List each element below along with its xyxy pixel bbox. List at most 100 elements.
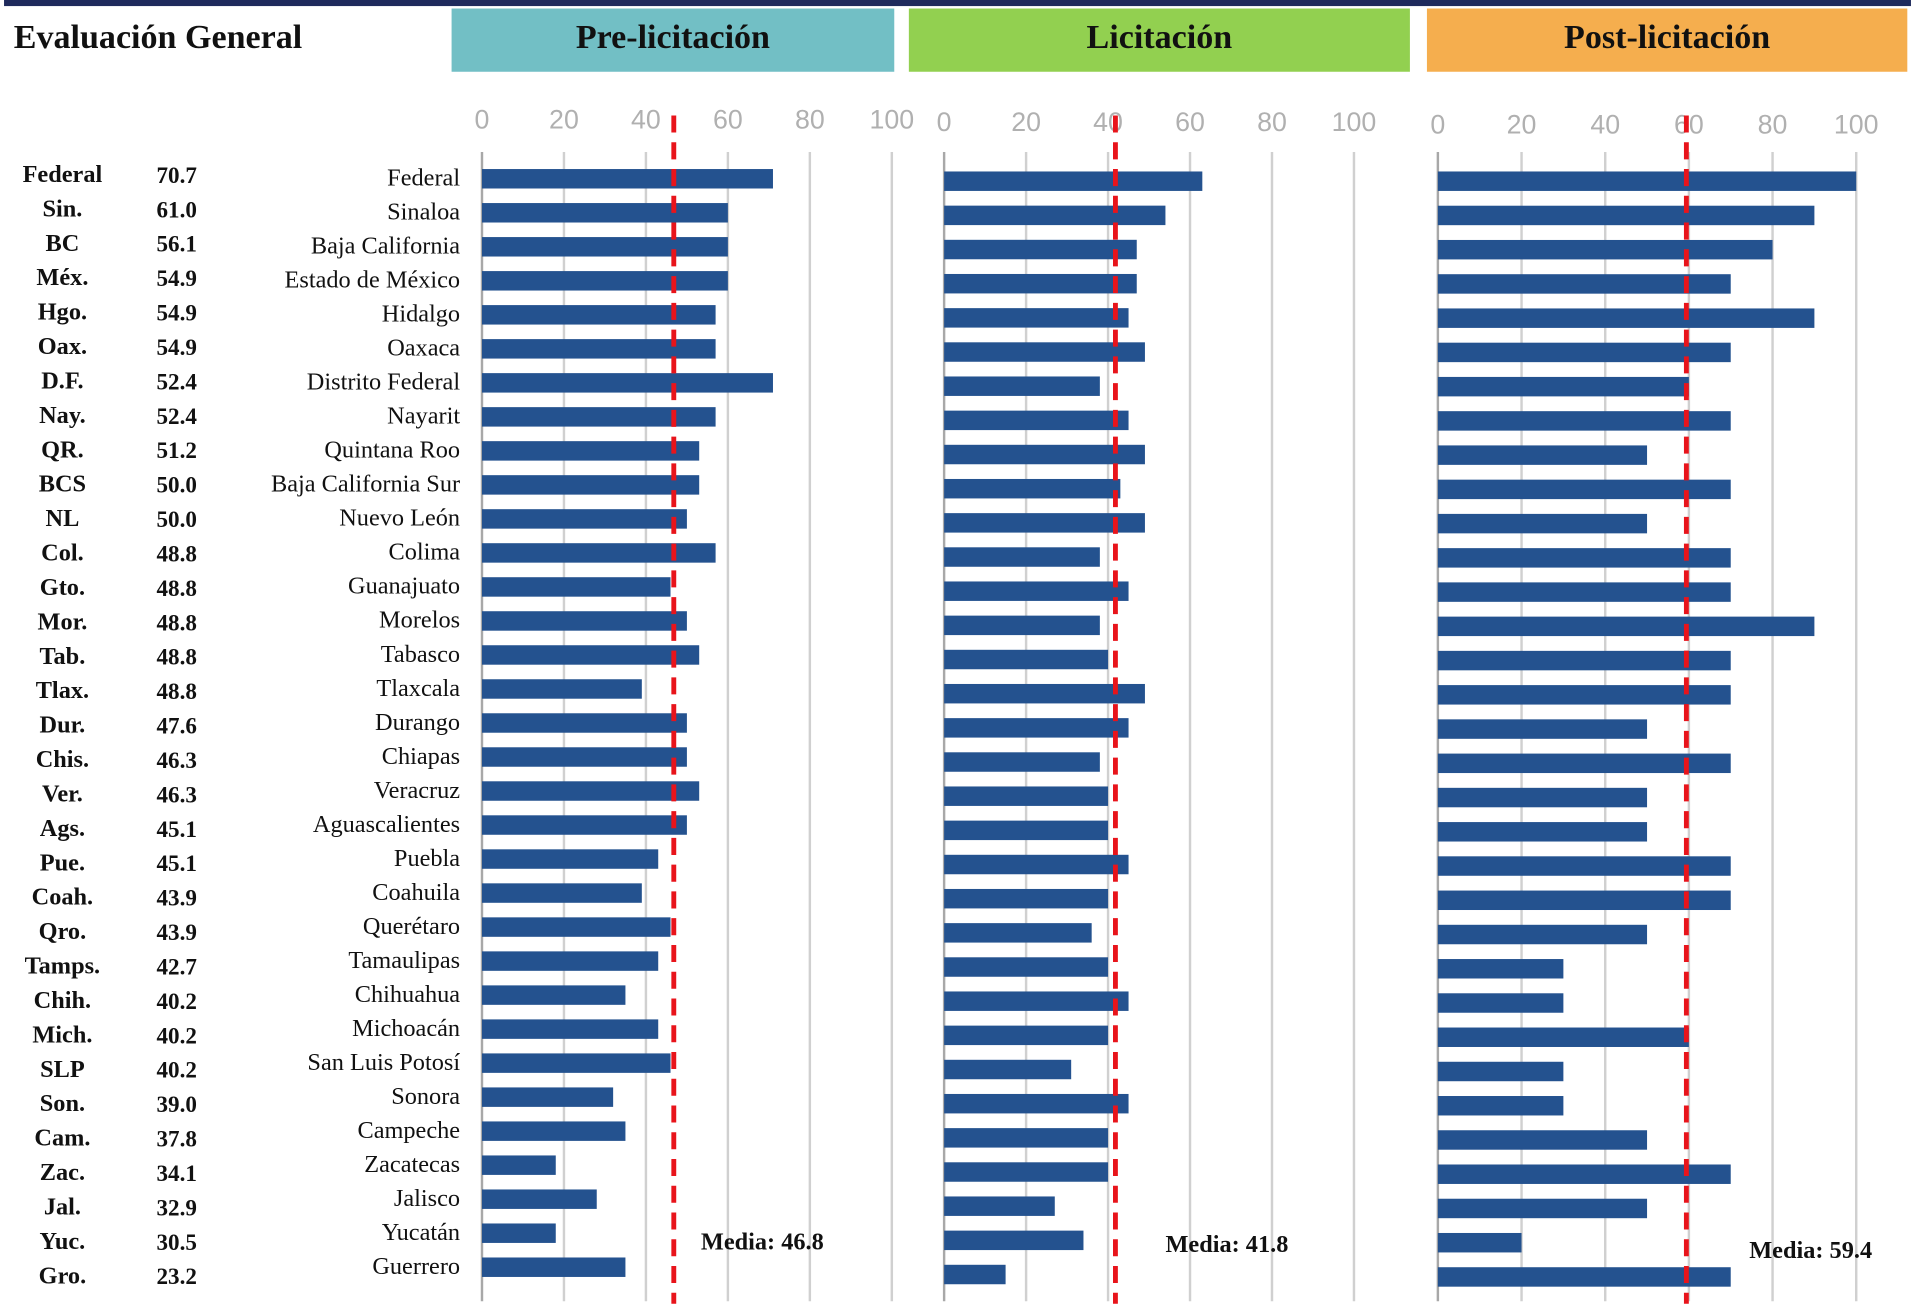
bar <box>481 407 716 427</box>
row-label: Dur. <box>40 712 86 739</box>
bar <box>944 820 1109 841</box>
x-tick-label: 20 <box>1011 107 1041 137</box>
bar <box>944 581 1129 601</box>
row-label: Chih. <box>34 987 91 1014</box>
row-score: 50.0 <box>157 472 197 498</box>
bar <box>944 1230 1084 1251</box>
x-tick-label: 0 <box>475 105 490 135</box>
row-label: Hgo. <box>38 299 87 326</box>
bar <box>944 1196 1055 1216</box>
row-score: 32.9 <box>157 1194 197 1220</box>
category-label: Federal <box>387 165 460 192</box>
x-tick-label: 60 <box>1674 110 1704 140</box>
row-score: 30.5 <box>157 1229 197 1255</box>
bar <box>1437 1164 1731 1184</box>
row-label: Sin. <box>42 195 82 222</box>
category-label: Puebla <box>394 845 460 872</box>
row-score: 48.8 <box>157 644 197 670</box>
x-tick-label: 80 <box>1257 107 1287 137</box>
bar <box>481 1223 556 1243</box>
bar <box>944 376 1100 396</box>
bar <box>481 1257 626 1277</box>
row-label: D.F. <box>41 367 83 394</box>
bar <box>1437 1232 1522 1253</box>
category-label: Baja California <box>311 233 460 260</box>
row-score: 48.8 <box>157 609 197 635</box>
bar <box>1437 753 1731 774</box>
bar <box>481 713 687 733</box>
bar <box>1437 308 1815 328</box>
bar <box>944 615 1100 636</box>
category-label: Colima <box>389 539 461 566</box>
bar <box>481 339 716 359</box>
category-label: Jalisco <box>394 1185 460 1212</box>
x-tick-label: 0 <box>937 107 952 137</box>
bar <box>481 747 687 767</box>
bar <box>1437 616 1815 637</box>
row-score: 51.2 <box>157 437 197 463</box>
bar <box>944 444 1145 465</box>
bar <box>481 781 700 801</box>
category-label: Morelos <box>379 607 460 634</box>
bar <box>1437 1130 1648 1150</box>
top-rule <box>4 0 1911 7</box>
category-label: Baja California Sur <box>271 471 460 498</box>
bar <box>1437 1061 1564 1082</box>
bar <box>481 1155 556 1175</box>
row-score: 46.3 <box>157 747 197 773</box>
bar <box>944 991 1129 1011</box>
bar <box>481 203 728 223</box>
panel-header <box>1426 8 1908 72</box>
x-tick-label: 100 <box>870 105 915 135</box>
row-label: QR. <box>41 436 84 463</box>
category-label: Querétaro <box>363 913 460 940</box>
bar <box>944 683 1145 704</box>
row-score: 23.2 <box>157 1263 197 1289</box>
panel-title: Pre-licitación <box>576 19 770 56</box>
category-label: Durango <box>375 709 460 736</box>
bar <box>944 410 1129 431</box>
bar <box>481 237 728 257</box>
bar <box>1437 376 1689 397</box>
bar <box>944 547 1100 567</box>
bar <box>1437 787 1648 808</box>
bar <box>944 1025 1109 1046</box>
bar <box>481 645 700 665</box>
mean-annotation: Media: 41.8 <box>1165 1231 1288 1258</box>
row-label: Son. <box>40 1090 85 1117</box>
bar <box>1437 479 1731 500</box>
bar <box>1437 959 1564 979</box>
bar <box>1437 548 1731 568</box>
row-label: Qro. <box>39 918 87 945</box>
bar <box>1437 205 1815 226</box>
bar <box>1437 856 1731 876</box>
category-label: Sinaloa <box>387 199 460 226</box>
row-label: Gto. <box>40 574 85 601</box>
bar <box>1437 239 1773 260</box>
bar <box>481 917 671 937</box>
bar <box>481 1019 659 1039</box>
row-score: 48.8 <box>157 678 197 704</box>
bar <box>481 373 773 393</box>
bar <box>1437 1198 1648 1219</box>
bar <box>1437 171 1857 191</box>
row-score: 61.0 <box>157 196 197 222</box>
row-label: Zac. <box>40 1159 85 1186</box>
bar <box>481 543 716 563</box>
bar <box>481 441 700 461</box>
row-score: 54.9 <box>157 334 197 360</box>
category-label: Sonora <box>391 1083 460 1110</box>
row-label: Pue. <box>40 849 85 876</box>
bar <box>481 1121 626 1141</box>
bar <box>944 752 1100 772</box>
bar <box>944 205 1166 226</box>
row-score: 39.0 <box>157 1091 197 1117</box>
row-label: BC <box>46 230 80 257</box>
row-label: Coah. <box>32 884 93 911</box>
bar <box>1437 719 1648 739</box>
bar <box>944 1162 1109 1182</box>
row-label: Ags. <box>40 815 85 842</box>
row-label: Nay. <box>39 402 86 429</box>
row-label: Gro. <box>39 1262 87 1289</box>
category-label: Tabasco <box>381 641 460 668</box>
